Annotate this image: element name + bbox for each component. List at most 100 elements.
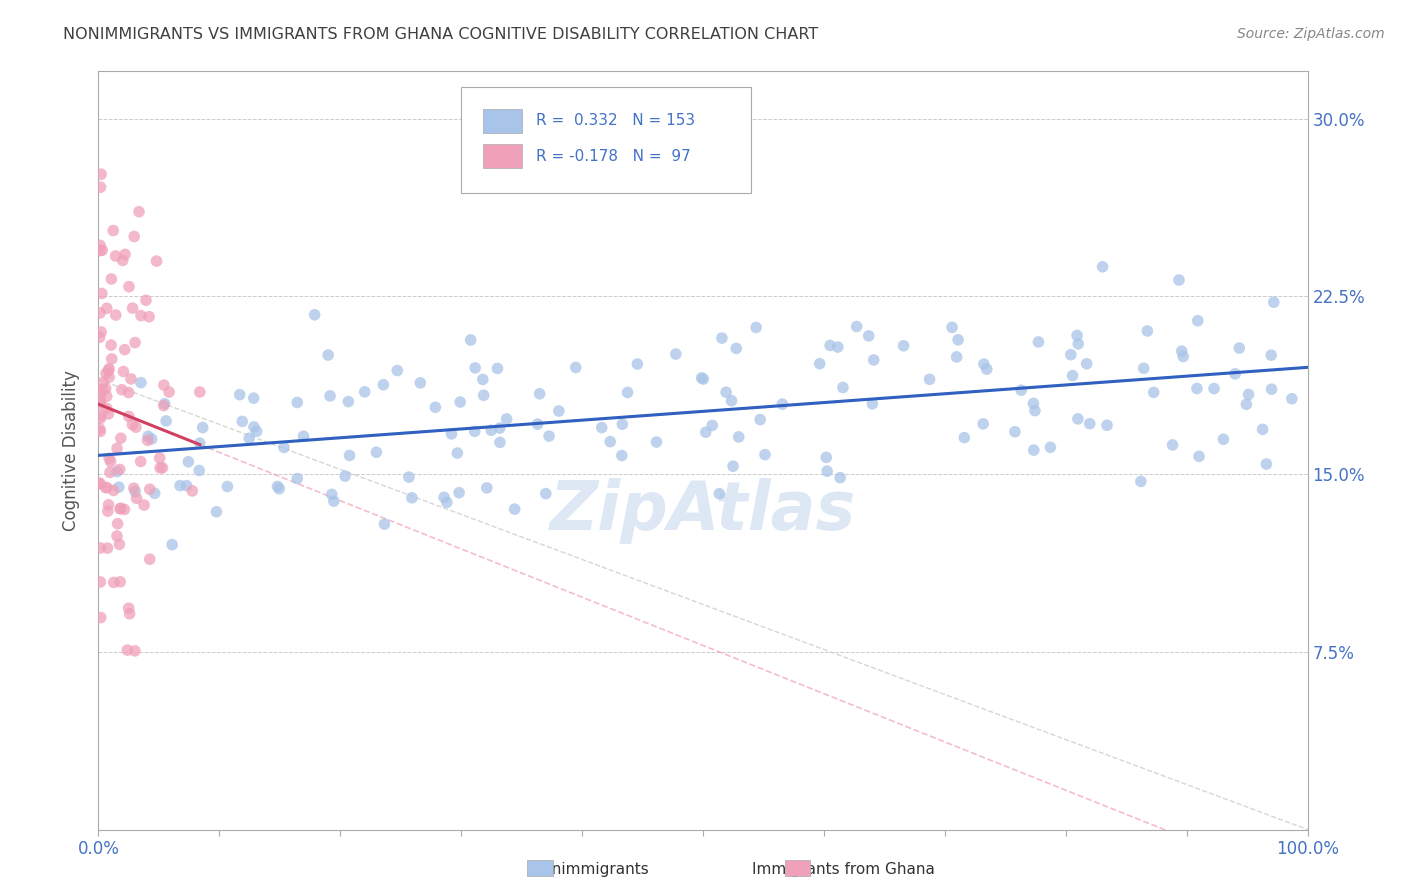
Point	[89, 244, 111, 258]
Point	[94, 367, 117, 381]
Point	[1132, 361, 1154, 376]
Point	[1227, 341, 1250, 355]
Point	[830, 471, 852, 485]
Point	[1024, 403, 1046, 417]
Point	[1039, 440, 1062, 454]
Point	[1256, 457, 1278, 471]
Text: Source: ZipAtlas.com: Source: ZipAtlas.com	[1237, 27, 1385, 41]
Point	[155, 414, 177, 428]
Point	[205, 505, 228, 519]
Point	[110, 501, 132, 516]
Point	[103, 575, 125, 590]
Point	[702, 418, 724, 433]
Point	[110, 431, 132, 445]
Point	[285, 472, 308, 486]
Point	[269, 482, 291, 496]
Point	[129, 454, 152, 468]
Point	[125, 491, 148, 506]
Point	[98, 361, 121, 376]
Point	[108, 537, 131, 551]
Point	[387, 363, 409, 377]
Point	[90, 409, 112, 423]
Point	[339, 449, 361, 463]
Point	[503, 502, 526, 516]
Text: R = -0.178   N =  97: R = -0.178 N = 97	[536, 149, 690, 164]
Point	[108, 462, 131, 476]
Y-axis label: Cognitive Disability: Cognitive Disability	[62, 370, 80, 531]
Point	[538, 429, 561, 443]
Point	[1022, 443, 1045, 458]
Point	[449, 395, 471, 409]
Point	[242, 391, 264, 405]
Point	[1060, 348, 1083, 362]
Point	[105, 442, 128, 456]
Point	[90, 386, 112, 401]
Point	[143, 486, 166, 500]
Point	[104, 308, 127, 322]
Point	[373, 377, 395, 392]
Point	[246, 425, 269, 439]
Point	[1187, 314, 1209, 328]
Point	[353, 384, 375, 399]
Point	[815, 464, 838, 478]
Point	[1212, 432, 1234, 446]
Point	[124, 484, 146, 499]
Point	[111, 253, 134, 268]
Point	[231, 414, 253, 428]
Point	[188, 384, 211, 399]
Point	[591, 420, 613, 434]
Point	[138, 483, 160, 497]
Point	[1062, 368, 1084, 383]
Point	[749, 412, 772, 426]
Point	[322, 494, 344, 508]
Point	[89, 330, 111, 344]
Point	[181, 483, 204, 498]
Point	[136, 429, 159, 443]
Point	[720, 393, 742, 408]
Point	[243, 420, 266, 434]
Point	[96, 389, 118, 403]
Point	[446, 446, 468, 460]
Point	[976, 362, 998, 376]
Point	[1095, 418, 1118, 433]
Point	[89, 238, 111, 252]
Point	[319, 389, 342, 403]
Point	[845, 319, 868, 334]
Point	[114, 247, 136, 261]
Point	[366, 445, 388, 459]
Point	[645, 435, 668, 450]
Point	[1234, 397, 1257, 411]
Point	[108, 501, 131, 516]
Point	[815, 450, 838, 465]
Point	[1161, 438, 1184, 452]
Point	[862, 353, 884, 368]
Point	[616, 385, 638, 400]
Point	[89, 422, 111, 436]
Point	[488, 421, 510, 435]
Point	[105, 529, 128, 543]
Point	[1066, 328, 1088, 343]
Point	[721, 459, 744, 474]
Point	[547, 404, 569, 418]
Point	[122, 229, 145, 244]
Bar	[482, 109, 522, 133]
Point	[1168, 273, 1191, 287]
Point	[90, 286, 112, 301]
Point	[827, 340, 849, 354]
Point	[1251, 422, 1274, 436]
FancyBboxPatch shape	[461, 87, 751, 193]
Point	[94, 481, 117, 495]
Point	[124, 644, 146, 658]
Point	[1263, 295, 1285, 310]
Point	[1028, 334, 1050, 349]
Point	[818, 338, 841, 352]
Point	[89, 398, 111, 412]
Point	[1076, 357, 1098, 371]
Point	[112, 502, 135, 516]
Point	[973, 357, 995, 371]
Point	[89, 476, 111, 491]
Point	[1067, 412, 1090, 426]
Point	[472, 388, 495, 402]
Point	[104, 249, 127, 263]
Point	[112, 364, 135, 378]
